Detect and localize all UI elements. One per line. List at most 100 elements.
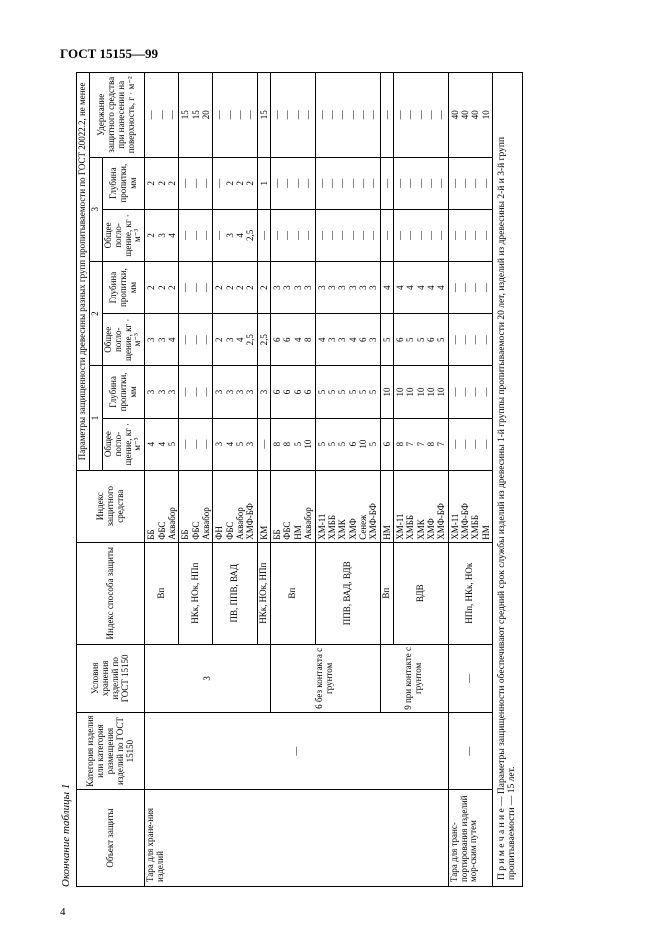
cell-val: ———: [145, 73, 179, 158]
cell-val: 1: [257, 157, 270, 209]
cell-val: ———: [179, 314, 213, 366]
th-glub3: Глубина пропитки, мм: [102, 157, 145, 209]
cell-method: ППВ, ВАД, ВДВ: [315, 542, 380, 644]
cell-object: Тара для транс-портирования изделий мор-…: [448, 790, 492, 887]
cell-val: ————: [448, 157, 492, 209]
th-params: Параметры защищенности древесины разных …: [77, 73, 90, 471]
cell-agent: ФНФБСАкваборХМФ-БФ: [213, 470, 257, 542]
cell-method: НКк, НОк, НПп: [257, 542, 270, 644]
cell-val: 222: [145, 261, 179, 313]
main-table: Объект защиты Категория изделия или кате…: [76, 72, 523, 887]
th-glub1: Глубина пропитки, мм: [102, 366, 145, 418]
cell-conditions: 3: [145, 644, 271, 712]
th-method: Индекс способа защиты: [77, 542, 145, 644]
cell-val: 151520: [179, 73, 213, 158]
cell-val: 433463: [315, 314, 380, 366]
table-caption: Окончание таблицы 1: [60, 72, 72, 887]
cell-val: 333333: [315, 261, 380, 313]
cell-method: ПВ, ППВ, ВАД: [213, 542, 257, 644]
cell-val: 333: [145, 366, 179, 418]
table-row: Тара для хране-ния изделий — 3 Вп ББФБСА…: [145, 73, 179, 887]
cell-val: ————: [448, 314, 492, 366]
cell-val: ————: [271, 209, 315, 261]
cell-val: 2: [257, 261, 270, 313]
cell-method: ВДВ: [393, 542, 448, 644]
cell-agent: ХМ-11ХМББХМКХМФХМФ-БФ: [393, 470, 448, 542]
th-pogl1: Общее погло-щение, кг · м⁻³: [102, 418, 145, 470]
th-object: Объект защиты: [77, 790, 145, 887]
cell-val: ————: [213, 73, 257, 158]
cell-val: ——————: [315, 209, 380, 261]
cell-method: Вп: [145, 542, 179, 644]
standard-code: ГОСТ 15155—99: [60, 46, 603, 62]
cell-agent: ББФБСНМАквабор: [271, 470, 315, 542]
cell-val: —: [380, 157, 393, 209]
cell-val: ————: [271, 157, 315, 209]
th-category: Категория изделия или категория размещен…: [77, 713, 145, 790]
cell-conditions: 9 при контакте с грунтом: [380, 644, 448, 712]
cell-method: НПп, НКк, НОк: [448, 542, 492, 644]
cell-category: —: [448, 713, 492, 790]
cell-val: 3333: [213, 366, 257, 418]
cell-agent: КМ: [257, 470, 270, 542]
cell-val: ———: [179, 261, 213, 313]
cell-val: ————: [448, 418, 492, 470]
cell-val: —: [380, 209, 393, 261]
cell-val: 65565: [393, 314, 448, 366]
cell-val: ———: [179, 209, 213, 261]
cell-val: 40404010: [448, 73, 492, 158]
cell-agent: НМ: [380, 470, 393, 542]
cell-val: —: [380, 73, 393, 158]
cell-val: ————: [448, 261, 492, 313]
cell-val: 88510: [271, 418, 315, 470]
cell-agent: ББФБСАквабор: [145, 470, 179, 542]
page-number: 4: [60, 906, 66, 918]
th-glub2: Глубина пропитки, мм: [102, 261, 145, 313]
cell-val: 334: [145, 314, 179, 366]
cell-val: ———: [179, 366, 213, 418]
cell-val: 2222: [213, 261, 257, 313]
cell-val: —: [257, 418, 270, 470]
cell-method: НКк, НОк, НПп: [179, 542, 213, 644]
cell-method: Вп: [380, 542, 393, 644]
cell-val: 2,5: [257, 314, 270, 366]
cell-val: —: [257, 209, 270, 261]
cell-agent: ББФБСАквабор: [179, 470, 213, 542]
cell-val: 87787: [393, 418, 448, 470]
note-cell: П р и м е ч а н и е — Параметры защищенн…: [493, 73, 523, 887]
cell-val: ————: [271, 73, 315, 158]
cell-val: 6666: [271, 366, 315, 418]
th-group1: 1: [89, 366, 102, 470]
cell-val: 10: [380, 366, 393, 418]
cell-val: 3: [257, 366, 270, 418]
cell-val: 555555: [315, 366, 380, 418]
th-pogl3: Общее погло-щение, кг · м⁻³: [102, 209, 145, 261]
cell-val: ————: [448, 366, 492, 418]
cell-object: Тара для хране-ния изделий: [145, 790, 448, 887]
cell-method: Вп: [271, 542, 315, 644]
cell-agent: ХМ-11ХМФ-БФХМББНМ: [448, 470, 492, 542]
th-conditions: Условия хранения изделий по ГОСТ 15150: [77, 644, 145, 712]
cell-val: 6648: [271, 314, 315, 366]
cell-val: ————: [448, 209, 492, 261]
cell-val: ——————: [315, 157, 380, 209]
cell-val: 3333: [271, 261, 315, 313]
cell-agent: ХМ-11ХМББХМКХМФСенежХМФ-БФ: [315, 470, 380, 542]
header-row-1: Объект защиты Категория изделия или кате…: [77, 73, 90, 887]
th-group3: 3: [89, 157, 102, 261]
cell-val: ———: [179, 157, 213, 209]
cell-val: —222: [213, 157, 257, 209]
cell-val: 222: [145, 157, 179, 209]
cell-val: 5: [380, 314, 393, 366]
cell-val: 44444: [393, 261, 448, 313]
cell-val: 6: [380, 418, 393, 470]
cell-val: 234: [145, 209, 179, 261]
th-retention: Удержание защитного средства при нанесен…: [89, 73, 144, 158]
note-row: П р и м е ч а н и е — Параметры защищенн…: [493, 73, 523, 887]
cell-val: 4: [380, 261, 393, 313]
cell-val: 2342,5: [213, 314, 257, 366]
cell-val: —————: [393, 73, 448, 158]
th-agent: Индекс защитного средства: [77, 470, 145, 542]
rotated-table-container: Окончание таблицы 1 Объект защиты: [60, 72, 603, 887]
cell-val: 445: [145, 418, 179, 470]
